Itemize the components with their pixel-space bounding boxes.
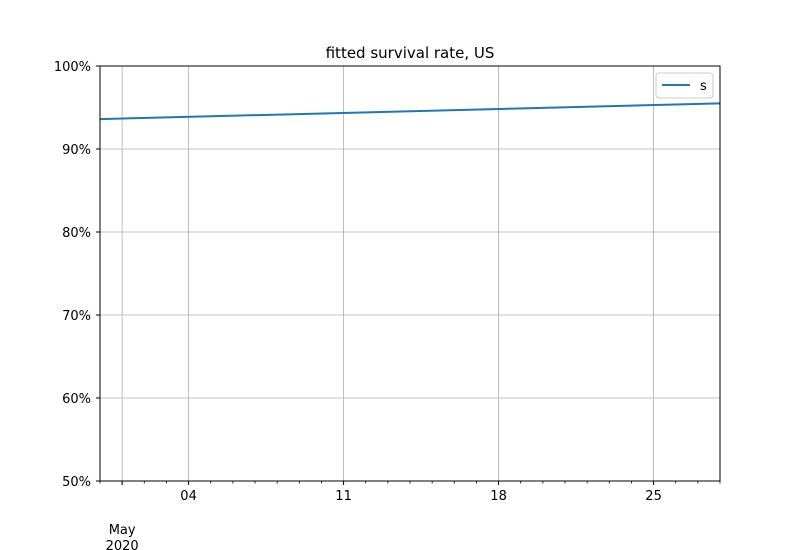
y-tick-label: 60% [62, 392, 91, 407]
plot-frame [99, 65, 721, 482]
x-tick-label: 25 [645, 489, 662, 504]
x-tick-label: 11 [335, 489, 352, 504]
grid-lines [100, 65, 720, 482]
y-tick-label: 50% [62, 475, 91, 490]
y-tick-label: 90% [62, 143, 91, 158]
x-tick-label: May [109, 523, 136, 538]
x-tick-sublabel: 2020 [106, 539, 139, 550]
x-tick-label: 04 [180, 489, 197, 504]
y-tick-label: 100% [54, 60, 91, 75]
x-tick-label: 18 [490, 489, 507, 504]
legend: s [655, 72, 714, 99]
y-tick-label: 70% [62, 309, 91, 324]
series-layer [99, 102, 721, 121]
chart-title: fitted survival rate, US [326, 44, 495, 62]
y-tick-label: 80% [62, 226, 91, 241]
series-line-s [99, 102, 721, 121]
legend-label-s: s [700, 79, 707, 94]
